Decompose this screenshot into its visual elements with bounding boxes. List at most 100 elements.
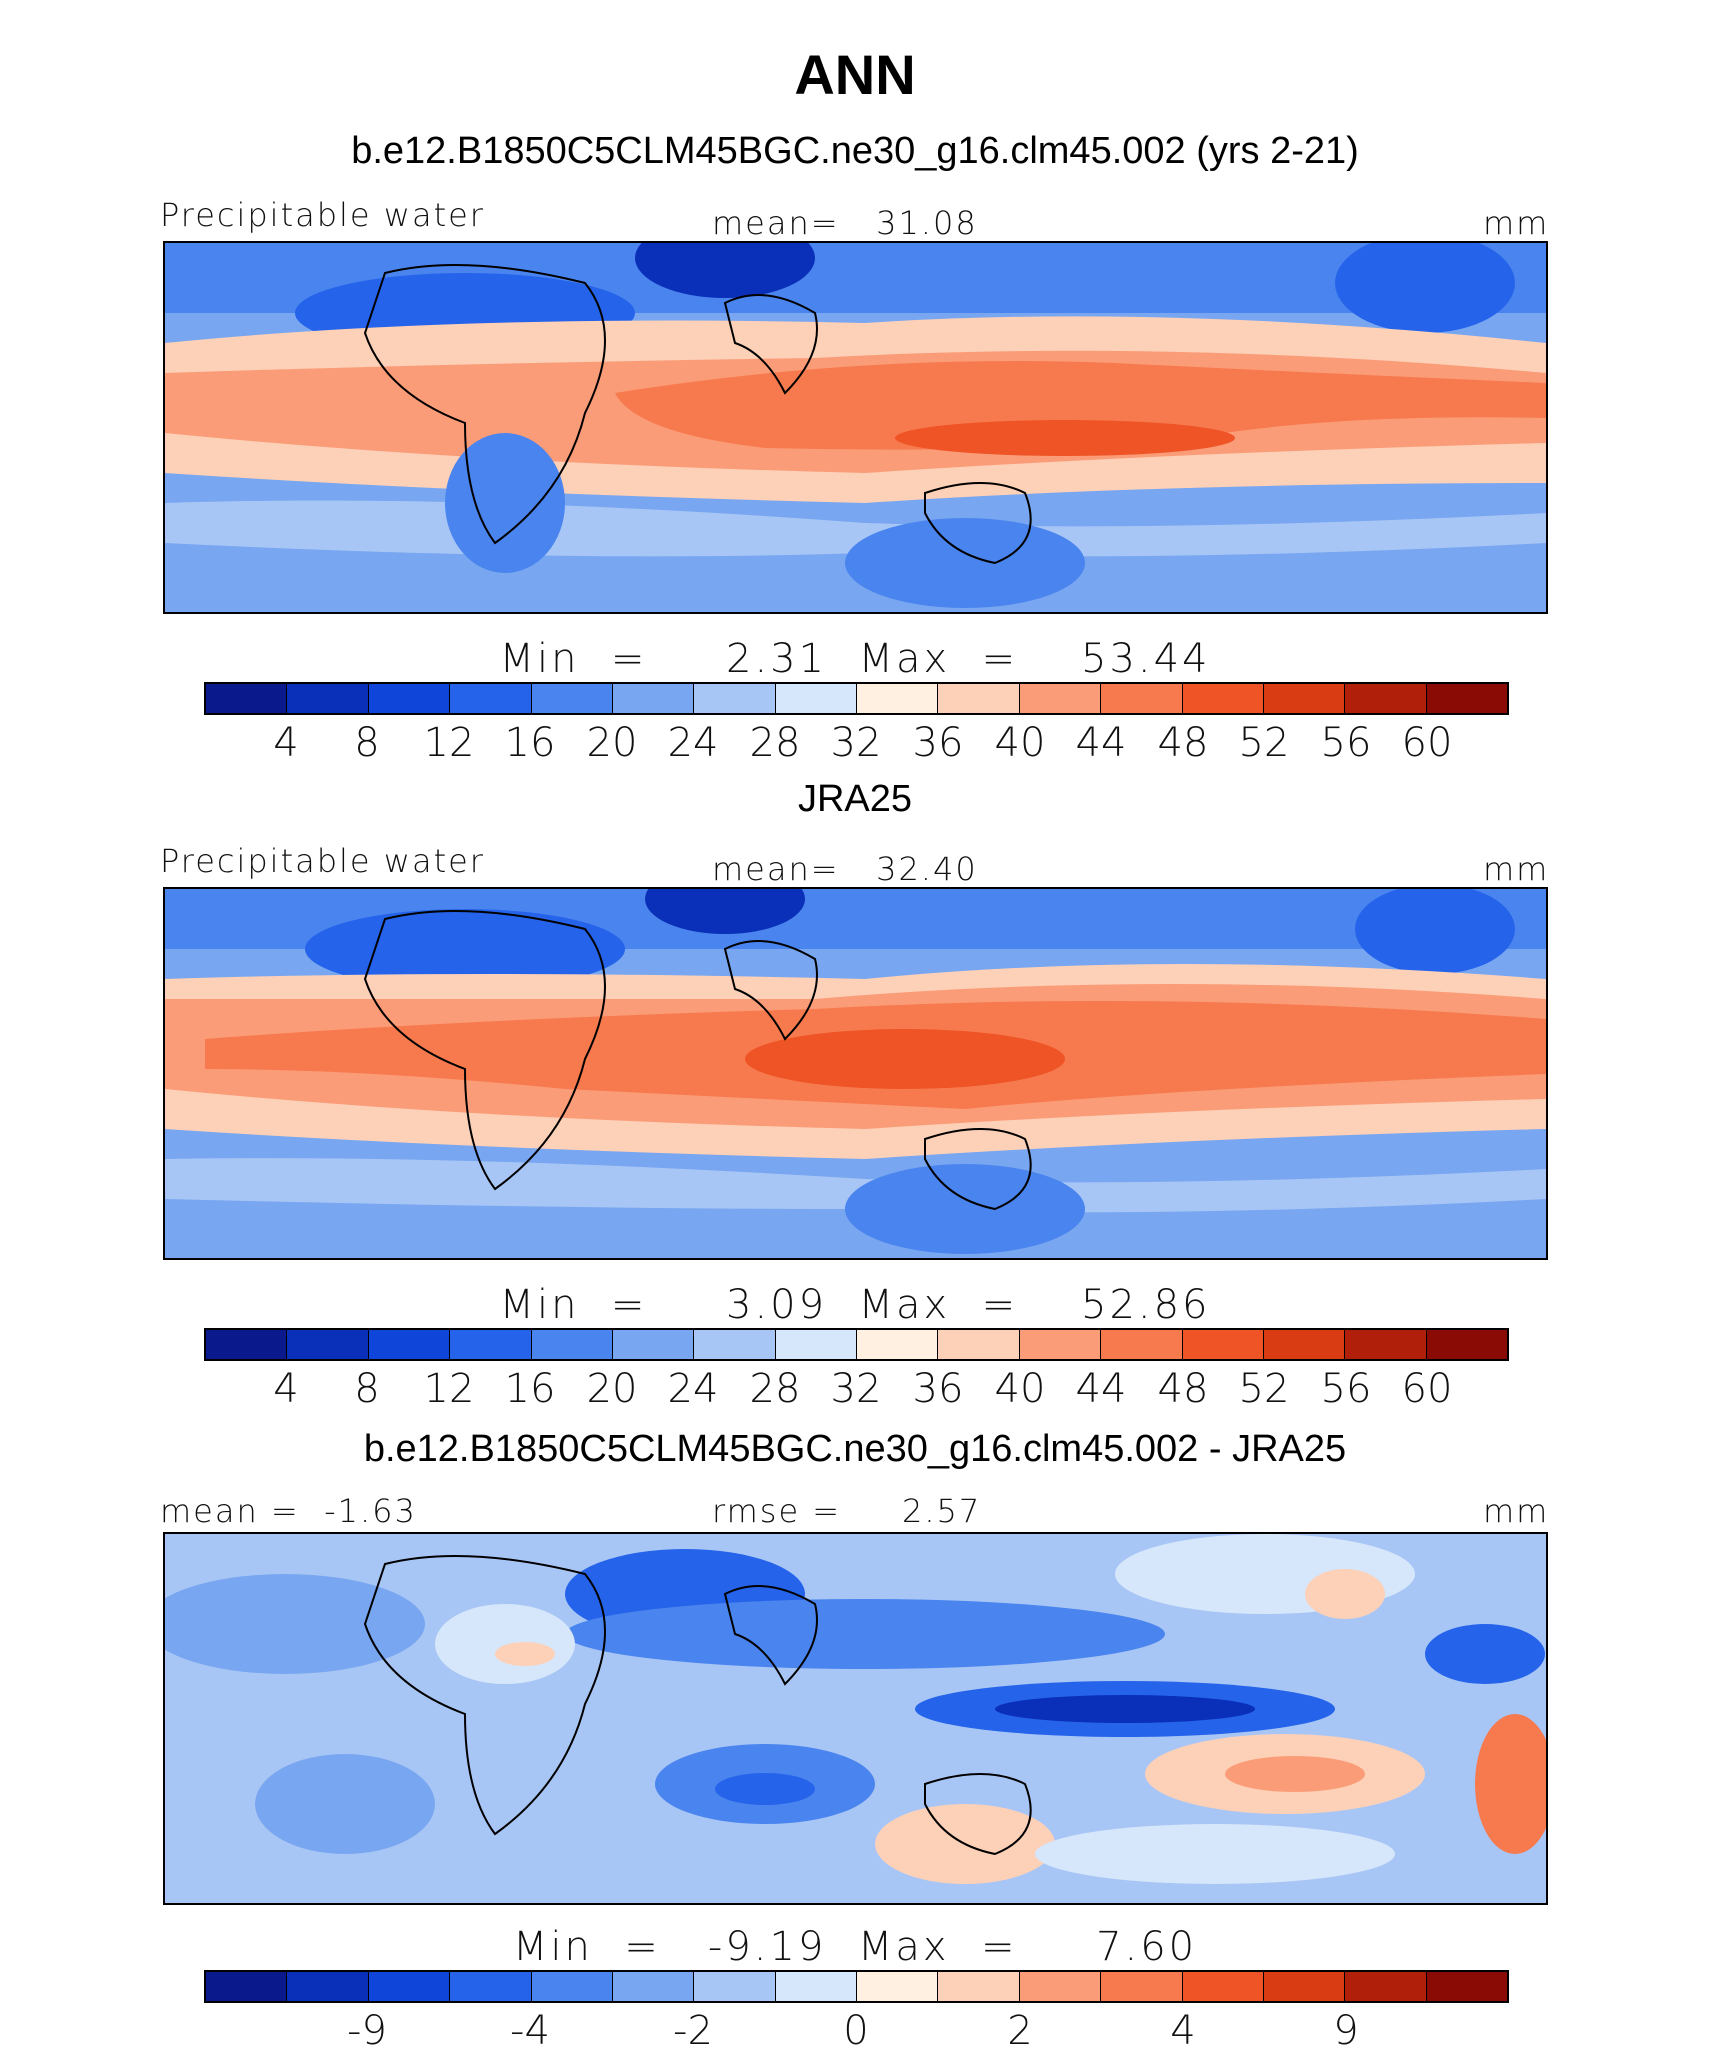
colorbar-swatch [287, 684, 369, 713]
colorbar-swatch [1345, 1972, 1427, 2001]
colorbar-tick: 20 [586, 720, 638, 766]
colorbar-swatch [857, 1972, 939, 2001]
panel-2-mean-label: mean= 32.40 [712, 850, 978, 888]
panel-2-minmax: Min = 3.09 Max = 52.86 [499, 1282, 1211, 1328]
colorbar-tick: 8 [354, 720, 380, 766]
colorbar-swatch [694, 1972, 776, 2001]
colorbar-tick: 40 [994, 1366, 1046, 1412]
panel-3-mean-label: mean = -1.63 [160, 1492, 417, 1530]
panel-1-title: b.e12.B1850C5CLM45BGC.ne30_g16.clm45.002… [351, 130, 1359, 172]
colorbar-swatch [775, 1972, 857, 2001]
colorbar-tick: 16 [504, 720, 556, 766]
colorbar-swatch [612, 1330, 695, 1359]
colorbar-swatch [450, 1972, 532, 2001]
colorbar-tick: 60 [1401, 1366, 1453, 1412]
panel-2-colorbar [204, 1328, 1509, 1361]
colorbar-tick: 4 [273, 720, 299, 766]
colorbar-tick: 52 [1238, 720, 1290, 766]
colorbar-swatch [1182, 1972, 1264, 2001]
colorbar-swatch [287, 1330, 369, 1359]
colorbar-tick: 56 [1320, 720, 1372, 766]
colorbar-tick: 36 [912, 1366, 964, 1412]
colorbar-tick: 9 [1333, 2008, 1359, 2054]
colorbar-swatch [1345, 684, 1427, 713]
colorbar-swatch [1019, 1972, 1102, 2001]
colorbar-swatch [775, 684, 857, 713]
panel-3-map [163, 1532, 1548, 1905]
colorbar-swatch [206, 1330, 288, 1359]
colorbar-swatch [1101, 684, 1183, 713]
colorbar-tick: 36 [912, 720, 964, 766]
colorbar-tick: 8 [354, 1366, 380, 1412]
colorbar-swatch [1263, 1330, 1346, 1359]
colorbar-tick: 48 [1157, 720, 1209, 766]
colorbar-swatch [1426, 1330, 1507, 1359]
colorbar-tick: 2 [1007, 2008, 1033, 2054]
colorbar-swatch [694, 1330, 776, 1359]
colorbar-swatch [1019, 684, 1102, 713]
colorbar-swatch [612, 684, 695, 713]
panel-2-map [163, 887, 1548, 1260]
colorbar-swatch [368, 684, 451, 713]
colorbar-tick: 12 [423, 1366, 475, 1412]
panel-3-colorbar [204, 1970, 1509, 2003]
colorbar-swatch [206, 684, 288, 713]
colorbar-swatch [694, 684, 776, 713]
panel-1-colorbar [204, 682, 1509, 715]
colorbar-tick: 4 [1170, 2008, 1196, 2054]
colorbar-swatch [287, 1972, 369, 2001]
colorbar-swatch [612, 1972, 695, 2001]
colorbar-swatch [775, 1330, 857, 1359]
colorbar-swatch [1101, 1972, 1183, 2001]
panel-2-variable-label: Precipitable water [160, 842, 485, 880]
colorbar-swatch [450, 684, 532, 713]
colorbar-tick: -9 [347, 2008, 387, 2054]
colorbar-swatch [531, 684, 613, 713]
colorbar-swatch [857, 1330, 939, 1359]
colorbar-swatch [1019, 1330, 1102, 1359]
colorbar-swatch [1426, 684, 1507, 713]
colorbar-tick: 52 [1238, 1366, 1290, 1412]
panel-1-variable-label: Precipitable water [160, 196, 485, 234]
colorbar-tick: 44 [1075, 720, 1127, 766]
panel-1-ticks: 4 8 12 16 20 24 28 32 36 40 44 48 52 56 … [0, 720, 1710, 770]
colorbar-swatch [1263, 684, 1346, 713]
colorbar-tick: 56 [1320, 1366, 1372, 1412]
colorbar-tick: 20 [586, 1366, 638, 1412]
colorbar-swatch [450, 1330, 532, 1359]
colorbar-swatch [1182, 1330, 1264, 1359]
colorbar-swatch [368, 1972, 451, 2001]
panel-1-minmax: Min = 2.31 Max = 53.44 [499, 636, 1211, 682]
panel-3-rmse-label: rmse = 2.57 [712, 1492, 982, 1530]
colorbar-tick: 32 [830, 720, 882, 766]
colorbar-tick: 0 [843, 2008, 869, 2054]
colorbar-tick: 28 [749, 1366, 801, 1412]
colorbar-tick: 40 [994, 720, 1046, 766]
colorbar-swatch [1426, 1972, 1507, 2001]
colorbar-swatch [1182, 684, 1264, 713]
panel-2-title: JRA25 [797, 778, 913, 820]
panel-3-ticks: -9 -4 -2 0 2 4 9 [0, 2008, 1710, 2058]
colorbar-tick: 12 [423, 720, 475, 766]
colorbar-swatch [938, 1330, 1020, 1359]
main-title: ANN [794, 43, 916, 106]
panel-1-mean-label: mean= 31.08 [712, 204, 978, 242]
colorbar-swatch [1101, 1330, 1183, 1359]
panel-3-title: b.e12.B1850C5CLM45BGC.ne30_g16.clm45.002… [363, 1428, 1347, 1470]
colorbar-swatch [206, 1972, 288, 2001]
colorbar-tick: 32 [830, 1366, 882, 1412]
colorbar-tick: 48 [1157, 1366, 1209, 1412]
colorbar-tick: 24 [667, 720, 719, 766]
panel-1-map [163, 241, 1548, 614]
panel-3-units-label: mm [1483, 1492, 1550, 1530]
colorbar-tick: -2 [673, 2008, 713, 2054]
colorbar-swatch [531, 1972, 613, 2001]
colorbar-tick: 60 [1401, 720, 1453, 766]
colorbar-tick: 44 [1075, 1366, 1127, 1412]
colorbar-swatch [1263, 1972, 1346, 2001]
colorbar-tick: 16 [504, 1366, 556, 1412]
colorbar-swatch [938, 684, 1020, 713]
colorbar-tick: -4 [510, 2008, 550, 2054]
colorbar-tick: 24 [667, 1366, 719, 1412]
colorbar-swatch [531, 1330, 613, 1359]
